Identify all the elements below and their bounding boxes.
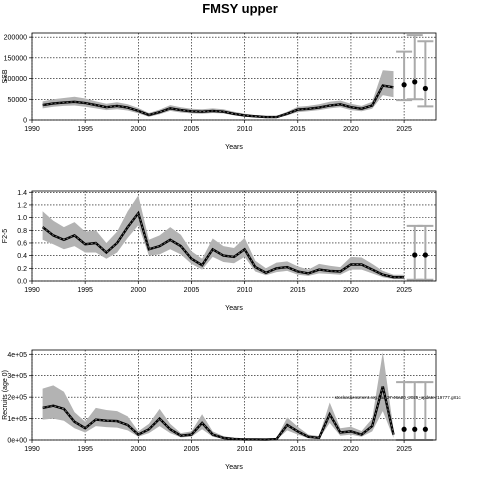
y-tick-label: 0.2 xyxy=(17,266,27,273)
plot-frame xyxy=(31,190,437,282)
y-tick-label: 0.8 xyxy=(17,228,27,235)
y-axis-label: SSB xyxy=(2,69,9,83)
y-tick-label: 4e+05 xyxy=(7,352,27,359)
y-tick-label: 0 xyxy=(23,118,27,125)
y-tick-label: 1.0 xyxy=(17,215,27,222)
forecast-point xyxy=(412,79,418,85)
forecast-point xyxy=(412,252,418,258)
y-tick-label: 2e+05 xyxy=(7,395,27,402)
estimate-line-dash xyxy=(42,212,405,278)
x-tick-label: 2025 xyxy=(396,287,412,294)
panel-ssb: 1990 1995 2000 2005 2010 2015 2020 2025 0 50000 10… xyxy=(2,32,437,151)
watermark-text: stockassessment.org.had.27.46a20_2025_up… xyxy=(335,395,462,400)
y-axis-label: F2-5 xyxy=(2,229,9,244)
y-tick-label: 0.4 xyxy=(17,253,27,260)
y-tick-label: 0.0 xyxy=(17,279,27,286)
forecast-point xyxy=(422,252,428,258)
y-tick-label: 0e+00 xyxy=(7,438,27,445)
forecast-point xyxy=(422,85,428,92)
y-tick-label: 0.6 xyxy=(17,240,27,247)
x-tick-label: 2010 xyxy=(237,126,253,133)
forecast-point xyxy=(412,426,418,432)
y-tick-label: 1e+05 xyxy=(7,416,27,423)
x-tick-label: 2005 xyxy=(184,287,200,294)
x-tick-label: 2015 xyxy=(290,287,306,294)
x-tick-label: 1990 xyxy=(24,126,40,133)
x-tick-label: 2020 xyxy=(343,126,359,133)
x-tick-label: 1995 xyxy=(77,126,93,133)
y-axis-label: Recruits (age 0) xyxy=(2,370,9,420)
estimate-line xyxy=(42,386,395,441)
x-tick-label: 2020 xyxy=(343,287,359,294)
confidence-band xyxy=(42,70,394,118)
x-tick-label: 2015 xyxy=(290,126,306,133)
x-tick-label: 2000 xyxy=(131,287,147,294)
x-tick-label: 1995 xyxy=(77,446,93,453)
x-tick-label: 2000 xyxy=(131,446,147,453)
figure-title: FMSY upper xyxy=(202,1,278,16)
y-tick-label: 50000 xyxy=(8,97,28,104)
panel-recruitment: 1990 1995 2000 2005 2010 2015 2020 2025 0e+00 1e+… xyxy=(2,349,437,471)
confidence-band xyxy=(42,195,405,280)
x-axis-label: Years xyxy=(225,144,243,151)
forecast-point xyxy=(401,426,407,432)
x-tick-label: 2010 xyxy=(237,287,253,294)
plot-frame xyxy=(31,349,437,441)
y-tick-label: 200000 xyxy=(4,35,27,42)
plot-frame xyxy=(31,32,437,121)
x-tick-label: 2025 xyxy=(396,446,412,453)
x-axis-label: Years xyxy=(225,464,243,471)
x-tick-label: 2020 xyxy=(343,446,359,453)
x-tick-label: 2005 xyxy=(184,446,200,453)
panel-fbar: 1990 1995 2000 2005 2010 2015 2020 2025 0.0 0.2 0.… xyxy=(2,190,437,312)
estimate-line-dash xyxy=(42,85,394,118)
y-tick-label: 3e+05 xyxy=(7,373,27,380)
y-tick-label: 100000 xyxy=(4,76,27,83)
x-tick-label: 2000 xyxy=(131,126,147,133)
x-tick-label: 2005 xyxy=(184,126,200,133)
panels: 1990 1995 2000 2005 2010 2015 2020 2025 0 50000 10… xyxy=(2,32,462,471)
x-tick-label: 2010 xyxy=(237,446,253,453)
x-axis-label: Years xyxy=(225,305,243,312)
forecast-point xyxy=(422,426,428,432)
y-tick-label: 150000 xyxy=(4,55,27,62)
x-tick-label: 1990 xyxy=(24,446,40,453)
x-tick-label: 1995 xyxy=(77,287,93,294)
y-tick-label: 1.2 xyxy=(17,202,27,209)
x-tick-label: 2025 xyxy=(396,126,412,133)
confidence-band xyxy=(42,352,394,440)
x-tick-label: 1990 xyxy=(24,287,40,294)
forecast-point xyxy=(401,82,407,88)
y-tick-label: 1.4 xyxy=(17,190,27,197)
x-tick-label: 2015 xyxy=(290,446,306,453)
